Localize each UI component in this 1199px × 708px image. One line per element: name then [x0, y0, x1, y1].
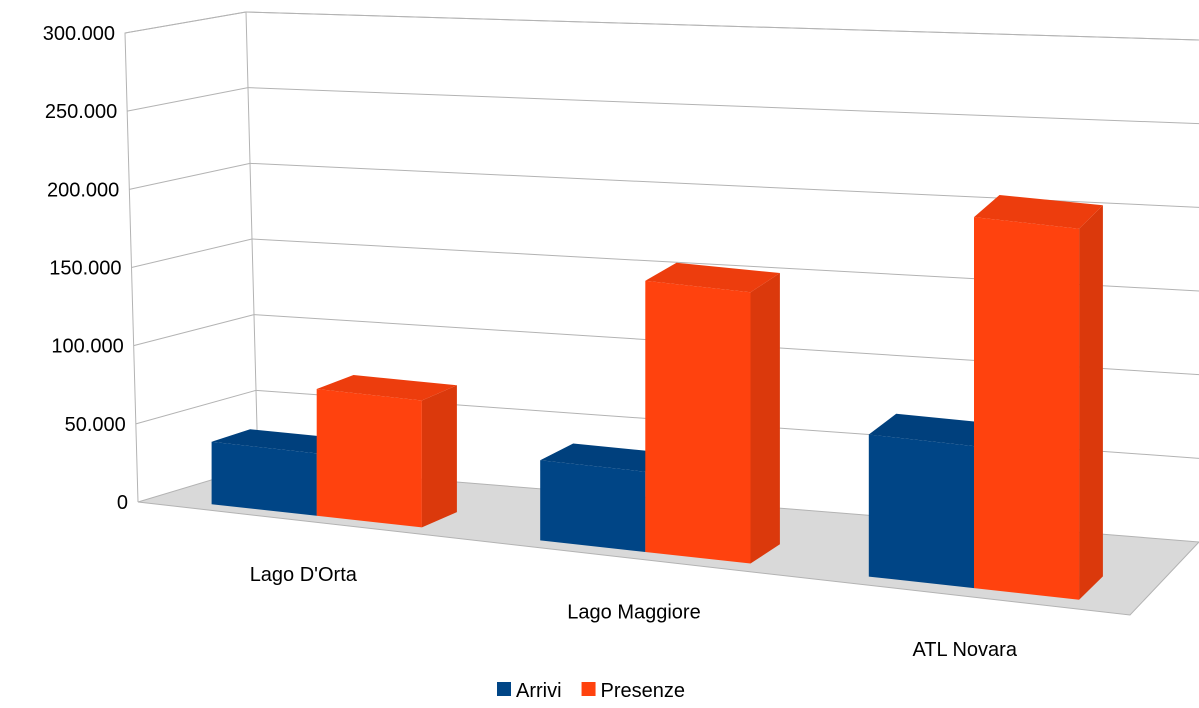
bar-top-face	[868, 413, 1000, 447]
x-category-label: Lago Maggiore	[567, 602, 700, 624]
legend-label-presenze: Presenze	[601, 680, 686, 702]
gridline-back-wall	[245, 11, 1199, 41]
bar-front-face	[316, 389, 422, 528]
y-tick-label: 100.000	[51, 336, 123, 358]
bar-front-face	[211, 441, 317, 516]
bar-presenze-2	[974, 195, 1103, 600]
bar-front-face	[540, 460, 646, 552]
y-tick-label: 250.000	[45, 101, 117, 123]
bars	[211, 195, 1103, 600]
x-category-label: Lago D'Orta	[250, 564, 358, 586]
bar-top-face	[645, 262, 780, 293]
bar-presenze-1	[645, 262, 780, 564]
bar-top-face	[540, 443, 677, 472]
bar-front-face	[974, 217, 1080, 600]
bar-top-face	[316, 375, 457, 401]
bar-side-face	[1079, 205, 1103, 600]
gridline-left-wall	[127, 87, 249, 112]
gridline-back-wall	[247, 87, 1199, 125]
bar-top-face	[974, 195, 1103, 229]
bar-front-face	[645, 280, 751, 564]
gridline-left-wall	[124, 11, 247, 34]
legend-swatch-arrivi	[497, 682, 511, 696]
bar-front-face	[868, 434, 974, 589]
bar-presenze-0	[316, 375, 457, 528]
y-tick-label: 0	[117, 492, 128, 514]
legend-swatch-presenze	[581, 682, 596, 696]
y-tick-label: 150.000	[49, 258, 121, 280]
gridline-left-wall	[135, 389, 257, 425]
y-tick-label: 200.000	[47, 179, 119, 201]
x-axis-categories: Lago D'Orta Lago Maggiore ATL Novara	[250, 564, 1018, 661]
gridline-left-wall	[133, 314, 255, 347]
legend: Arrivi Presenze	[497, 680, 685, 702]
gridline-left-wall	[131, 238, 253, 268]
y-axis-ticks: 0 50.000 100.000 150.000 200.000 250.000 300.0…	[43, 23, 128, 514]
bar-side-face	[421, 385, 457, 528]
y-tick-label: 300.000	[43, 23, 115, 45]
bar-side-face	[750, 273, 780, 564]
left-wall-edge	[124, 11, 259, 503]
x-category-label: ATL Novara	[912, 639, 1017, 661]
y-tick-label: 50.000	[65, 414, 126, 436]
gridline-left-wall	[129, 162, 251, 190]
legend-label-arrivi: Arrivi	[516, 680, 562, 702]
